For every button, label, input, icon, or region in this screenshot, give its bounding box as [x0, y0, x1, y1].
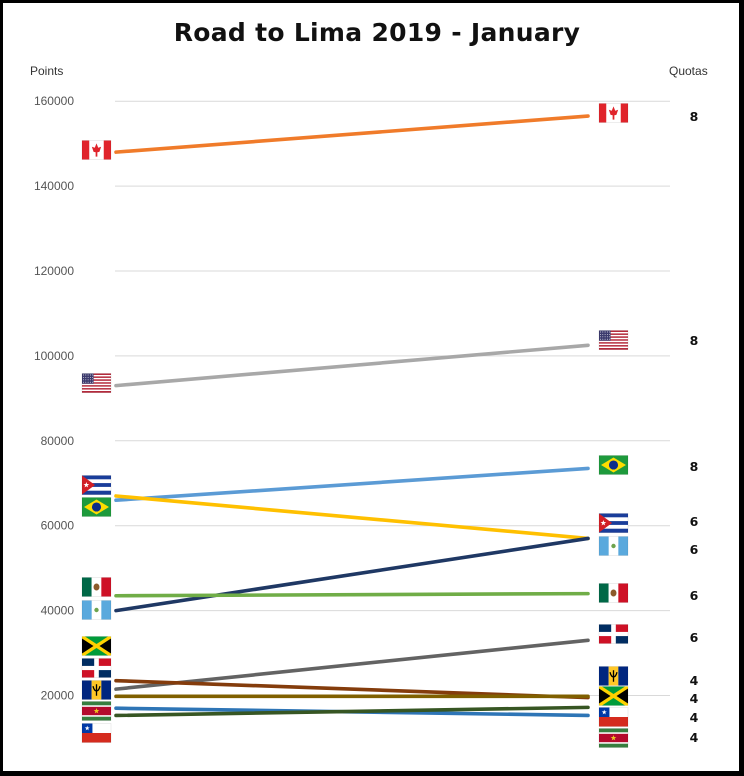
quota-label-barbados: 4 [690, 673, 699, 688]
jamaica-flag-right [598, 686, 629, 706]
series-line-dominican [114, 638, 590, 691]
chart-title: Road to Lima 2019 - January [173, 18, 581, 47]
mexico-flag-right [598, 583, 629, 603]
dominican-flag-left [81, 658, 112, 678]
series-line-suriname [114, 705, 590, 718]
y-tick-label: 40000 [41, 604, 75, 618]
series-line-usa [114, 343, 590, 388]
guatemala-flag-left [81, 600, 112, 620]
quota-label-jamaica: 4 [690, 691, 699, 706]
quota-label-chile: 4 [690, 710, 699, 725]
quota-label-brazil: 8 [690, 459, 699, 474]
series-line-brazil [114, 466, 590, 503]
mexico-flag-left [81, 577, 112, 597]
quota-label-guatemala: 6 [690, 542, 699, 557]
quota-label-dominican: 6 [690, 630, 699, 645]
barbados-flag-right [598, 666, 629, 686]
y-tick-label: 80000 [41, 434, 75, 448]
barbados-flag-left [81, 680, 112, 700]
y-tick-label: 160000 [34, 94, 74, 108]
jamaica-flag-left [81, 636, 112, 656]
chile-flag-left [81, 723, 112, 743]
series-line-mexico [114, 591, 590, 598]
y-tick-label: 140000 [34, 179, 74, 193]
series-line-cuba [114, 494, 590, 541]
suriname-flag-left [81, 701, 112, 721]
quota-label-suriname: 4 [690, 730, 699, 745]
y-tick-label: 100000 [34, 349, 74, 363]
y-tick-label: 60000 [41, 519, 75, 533]
chile-flag-right [598, 707, 629, 727]
y-tick-label: 120000 [34, 264, 74, 278]
series-line-canada [114, 114, 590, 154]
quota-label-canada: 8 [690, 109, 699, 124]
suriname-flag-right [598, 728, 629, 748]
quota-label-usa: 8 [690, 333, 699, 348]
guatemala-flag-right [598, 536, 629, 556]
series-line-guatemala [114, 536, 590, 613]
y-tick-label: 20000 [41, 689, 75, 703]
cuba-flag-left [81, 475, 112, 495]
quota-label-cuba: 6 [690, 514, 699, 529]
brazil-flag-right [598, 455, 629, 475]
y-axis-label: Points [30, 64, 64, 78]
canada-flag-left [81, 140, 112, 160]
brazil-flag-left [81, 497, 112, 517]
usa-flag-right [598, 330, 629, 350]
cuba-flag-right [598, 513, 629, 533]
quota-axis-label: Quotas [669, 64, 708, 78]
dominican-flag-right [598, 624, 629, 644]
quota-label-mexico: 6 [690, 588, 699, 603]
canada-flag-right [598, 103, 629, 123]
usa-flag-left [81, 373, 112, 393]
